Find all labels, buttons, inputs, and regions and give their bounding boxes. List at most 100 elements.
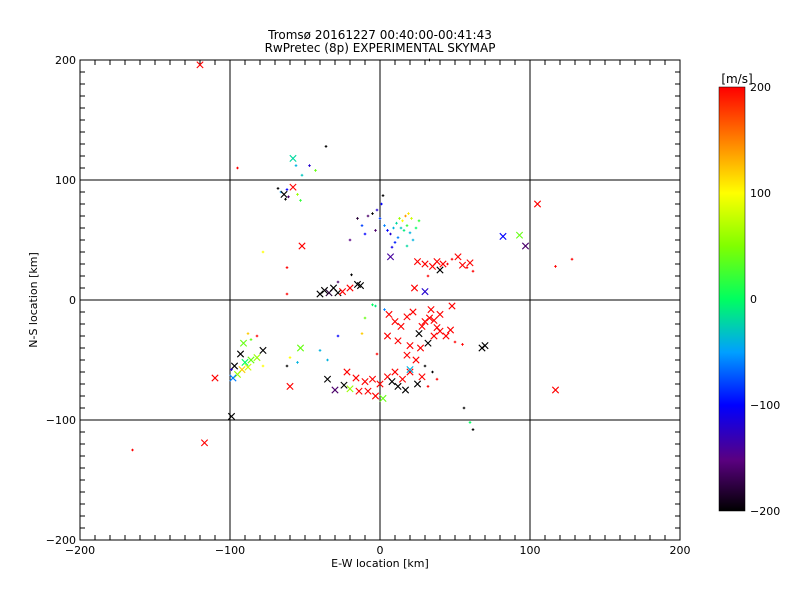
y-tick-label: 200 (55, 54, 76, 67)
data-point-70 (436, 266, 444, 274)
data-point-98 (230, 368, 233, 371)
data-point-170 (448, 302, 456, 310)
data-point-157 (403, 313, 411, 321)
data-point-106 (131, 448, 134, 452)
data-point-88 (249, 338, 253, 341)
data-point-120 (361, 378, 369, 386)
data-point-33 (380, 202, 383, 206)
data-point-116 (331, 386, 339, 394)
data-point-37 (378, 217, 382, 220)
data-point-2 (294, 164, 298, 167)
data-point-111 (286, 382, 294, 390)
data-point-129 (401, 386, 410, 394)
data-point-48 (399, 226, 403, 230)
data-point-43 (398, 217, 401, 220)
data-point-143 (383, 332, 392, 340)
data-point-72 (450, 257, 454, 261)
data-point-17 (298, 242, 306, 250)
data-point-46 (407, 212, 410, 215)
data-point-55 (386, 253, 395, 261)
data-point-71 (446, 262, 449, 266)
data-point-158 (415, 330, 423, 338)
colorbar-tick-labels: 200 100 0 −100 −200 (750, 81, 780, 518)
data-point-63 (360, 224, 364, 227)
colorbar-tick-label: −200 (750, 505, 780, 518)
data-point-114 (336, 334, 340, 338)
data-point-27 (346, 284, 354, 292)
data-point-127 (413, 380, 422, 388)
data-point-154 (430, 316, 438, 324)
data-point-151 (418, 322, 426, 330)
data-point-142 (375, 352, 379, 356)
data-point-169 (461, 343, 464, 346)
data-point-41 (392, 226, 395, 230)
data-point-44 (401, 219, 404, 223)
data-point-36 (366, 214, 370, 218)
data-point-42 (395, 221, 398, 225)
data-point-64 (356, 217, 359, 220)
data-point-102 (261, 364, 265, 368)
data-point-26 (338, 288, 347, 296)
data-point-54 (390, 245, 394, 249)
data-point-56 (405, 244, 409, 248)
data-point-51 (408, 231, 412, 235)
data-point-150 (442, 332, 450, 340)
data-point-175 (462, 406, 466, 410)
data-point-58 (414, 226, 418, 230)
data-point-168 (453, 340, 457, 344)
data-point-104 (227, 412, 236, 420)
y-tick-label: 0 (69, 294, 76, 307)
chart-subtitle: RwPretec (8p) EXPERIMENTAL SKYMAP (265, 41, 496, 55)
data-point-93 (247, 356, 255, 364)
data-point-76 (466, 259, 474, 267)
data-point-21 (316, 290, 324, 298)
data-point-34 (375, 208, 379, 212)
data-point-163 (374, 304, 377, 308)
data-point-49 (402, 229, 406, 232)
data-point-133 (364, 387, 372, 395)
data-point-122 (376, 380, 384, 388)
data-point-25 (334, 289, 342, 297)
data-point-144 (394, 337, 402, 345)
data-point-159 (397, 322, 405, 330)
data-point-52 (396, 236, 400, 239)
data-point-11 (285, 188, 289, 191)
data-point-115 (323, 375, 332, 383)
data-point-75 (465, 266, 469, 269)
data-point-1 (289, 154, 297, 162)
x-tick-labels: −200 −100 0 100 200 (65, 544, 691, 557)
data-point-7 (236, 166, 239, 170)
data-point-177 (471, 428, 475, 431)
data-point-65 (413, 258, 422, 266)
data-point-155 (433, 324, 441, 332)
data-point-139 (406, 366, 414, 374)
data-point-171 (427, 306, 435, 314)
data-point-101 (259, 346, 267, 354)
data-point-145 (406, 342, 414, 350)
data-point-20 (285, 292, 289, 296)
data-point-6 (324, 145, 328, 148)
data-point-40 (389, 232, 392, 236)
data-point-126 (406, 368, 414, 376)
data-point-172 (436, 310, 444, 318)
data-point-50 (405, 224, 409, 227)
data-point-164 (363, 316, 367, 320)
data-point-91 (236, 350, 245, 358)
data-point-66 (421, 260, 429, 268)
data-point-141 (403, 351, 411, 359)
data-point-12 (289, 183, 297, 191)
data-point-78 (426, 274, 430, 278)
data-point-130 (388, 378, 396, 386)
data-point-138 (435, 377, 439, 381)
data-point-61 (363, 232, 367, 236)
grid-lines (80, 60, 680, 540)
data-point-79 (410, 284, 419, 292)
x-tick-label: 200 (670, 544, 691, 557)
data-point-87 (255, 334, 259, 338)
data-point-109 (296, 361, 299, 364)
colorbar-tick-label: 200 (750, 81, 771, 94)
data-point-125 (398, 375, 407, 383)
data-point-13 (287, 195, 290, 199)
data-point-132 (379, 394, 387, 402)
